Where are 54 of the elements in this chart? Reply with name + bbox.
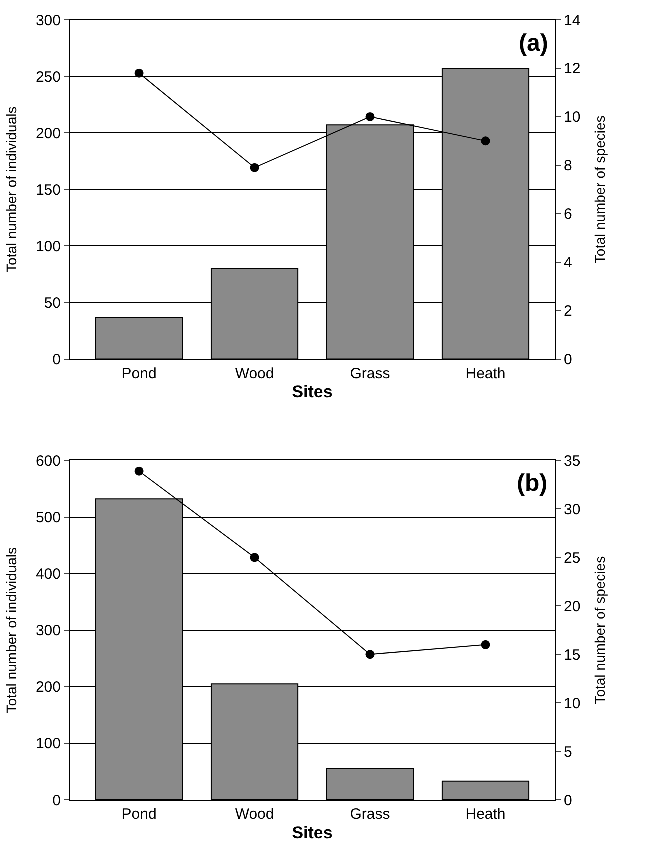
y-tick-label: 600 [36, 452, 61, 470]
x-tick-label: Grass [350, 806, 390, 823]
point [250, 553, 260, 562]
y-tick-label: 500 [36, 510, 61, 526]
y-tick-label: 100 [36, 736, 61, 753]
point [134, 466, 144, 476]
y-axis-title: Total number of individuals [4, 106, 20, 273]
y2-tick-label: 25 [564, 550, 581, 567]
x-axis-title: Sites [292, 823, 333, 842]
y2-axis-title: Total number of species [592, 556, 608, 704]
y-tick-label: 250 [36, 68, 61, 86]
y2-tick-label: 15 [564, 646, 581, 664]
y2-tick-label: 30 [564, 501, 581, 518]
y-tick-label: 300 [36, 12, 61, 30]
point [481, 640, 490, 650]
y2-tick-label: 0 [564, 792, 572, 810]
point [481, 136, 490, 146]
y-tick-label: 300 [36, 622, 61, 640]
y2-tick-label: 0 [564, 352, 572, 369]
point [134, 68, 144, 78]
y-tick-label: 400 [36, 566, 61, 584]
y-tick-label: 150 [36, 182, 61, 199]
y-tick-label: 50 [44, 295, 61, 312]
point [366, 650, 375, 660]
y2-tick-label: 10 [564, 695, 581, 712]
y2-tick-label: 4 [564, 254, 572, 272]
y2-tick-label: 14 [564, 12, 581, 30]
y2-tick-label: 20 [564, 598, 581, 616]
y2-axis-title: Total number of species [592, 116, 608, 264]
x-tick-label: Pond [122, 806, 157, 823]
x-tick-label: Grass [350, 365, 390, 382]
y-tick-label: 100 [36, 238, 61, 256]
x-tick-label: Heath [466, 806, 506, 823]
y-tick-label: 0 [52, 792, 61, 810]
x-tick-label: Heath [466, 365, 506, 382]
y-axis-title: Total number of individuals [4, 547, 20, 714]
y2-tick-label: 5 [564, 744, 572, 761]
y-tick-label: 200 [36, 125, 61, 142]
y-tick-label: 200 [36, 679, 61, 696]
y2-tick-label: 8 [564, 158, 572, 175]
x-tick-label: Wood [235, 365, 274, 382]
y2-tick-label: 10 [564, 109, 581, 126]
point [250, 163, 260, 172]
x-axis-title: Sites [292, 382, 333, 402]
annotation: (b) [517, 470, 548, 497]
y-tick-label: 0 [52, 352, 61, 369]
x-tick-label: Pond [122, 365, 157, 382]
y2-tick-label: 2 [564, 303, 572, 320]
y2-tick-label: 12 [564, 60, 581, 78]
point [366, 112, 375, 122]
y2-tick-label: 35 [564, 452, 581, 470]
annotation: (a) [519, 30, 548, 57]
x-tick-label: Wood [235, 806, 274, 823]
y2-tick-label: 6 [564, 206, 572, 224]
